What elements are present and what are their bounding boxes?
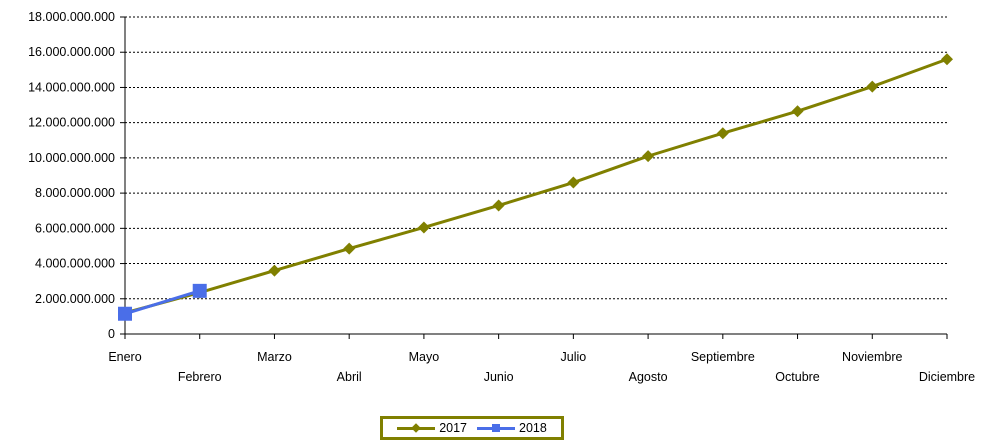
y-tick-label: 8.000.000.000 bbox=[35, 186, 115, 200]
x-tick-label: Enero bbox=[108, 350, 141, 364]
legend-item-2017: 2017 bbox=[397, 421, 467, 435]
data-point-2017 bbox=[268, 264, 281, 277]
x-tick-label: Septiembre bbox=[691, 350, 755, 364]
y-tick-label: 4.000.000.000 bbox=[35, 257, 115, 271]
data-point-2017 bbox=[343, 242, 356, 255]
y-tick-label: 14.000.000.000 bbox=[28, 80, 115, 94]
y-tick-label: 16.000.000.000 bbox=[28, 45, 115, 59]
y-tick-label: 12.000.000.000 bbox=[28, 116, 115, 130]
legend-item-2018: 2018 bbox=[477, 421, 547, 435]
legend: 2017 2018 bbox=[380, 416, 564, 440]
y-tick-label: 0 bbox=[108, 327, 115, 341]
data-point-2018 bbox=[118, 306, 132, 321]
data-point-2017 bbox=[716, 127, 729, 140]
x-tick-label: Octubre bbox=[775, 370, 820, 384]
series-line-2017 bbox=[124, 57, 948, 315]
data-point-2017 bbox=[941, 53, 953, 66]
data-point-2017 bbox=[492, 199, 505, 212]
data-point-2018 bbox=[192, 283, 207, 298]
data-point-2017 bbox=[642, 150, 655, 163]
y-tick-label: 10.000.000.000 bbox=[28, 151, 115, 165]
series-line-2018 bbox=[124, 289, 201, 316]
data-point-2017 bbox=[866, 80, 879, 93]
legend-swatch-2018 bbox=[477, 423, 515, 433]
y-tick-label: 6.000.000.000 bbox=[35, 221, 115, 235]
legend-label-2018: 2018 bbox=[519, 421, 547, 435]
legend-swatch-2017 bbox=[397, 423, 436, 433]
x-tick-label: Abril bbox=[337, 370, 362, 384]
y-tick-label: 18.000.000.000 bbox=[28, 10, 115, 24]
x-tick-label: Febrero bbox=[178, 370, 222, 384]
x-tick-label: Noviembre bbox=[842, 350, 902, 364]
legend-label-2017: 2017 bbox=[439, 421, 467, 435]
x-tick-label: Marzo bbox=[257, 350, 292, 364]
x-tick-label: Diciembre bbox=[919, 370, 975, 384]
y-tick-label: 2.000.000.000 bbox=[35, 292, 115, 306]
x-tick-label: Junio bbox=[484, 370, 514, 384]
data-point-2017 bbox=[791, 105, 804, 118]
x-tick-label: Julio bbox=[561, 350, 587, 364]
x-tick-label: Agosto bbox=[629, 370, 668, 384]
data-point-2017 bbox=[417, 221, 430, 234]
data-point-2017 bbox=[567, 176, 580, 189]
x-tick-label: Mayo bbox=[409, 350, 440, 364]
